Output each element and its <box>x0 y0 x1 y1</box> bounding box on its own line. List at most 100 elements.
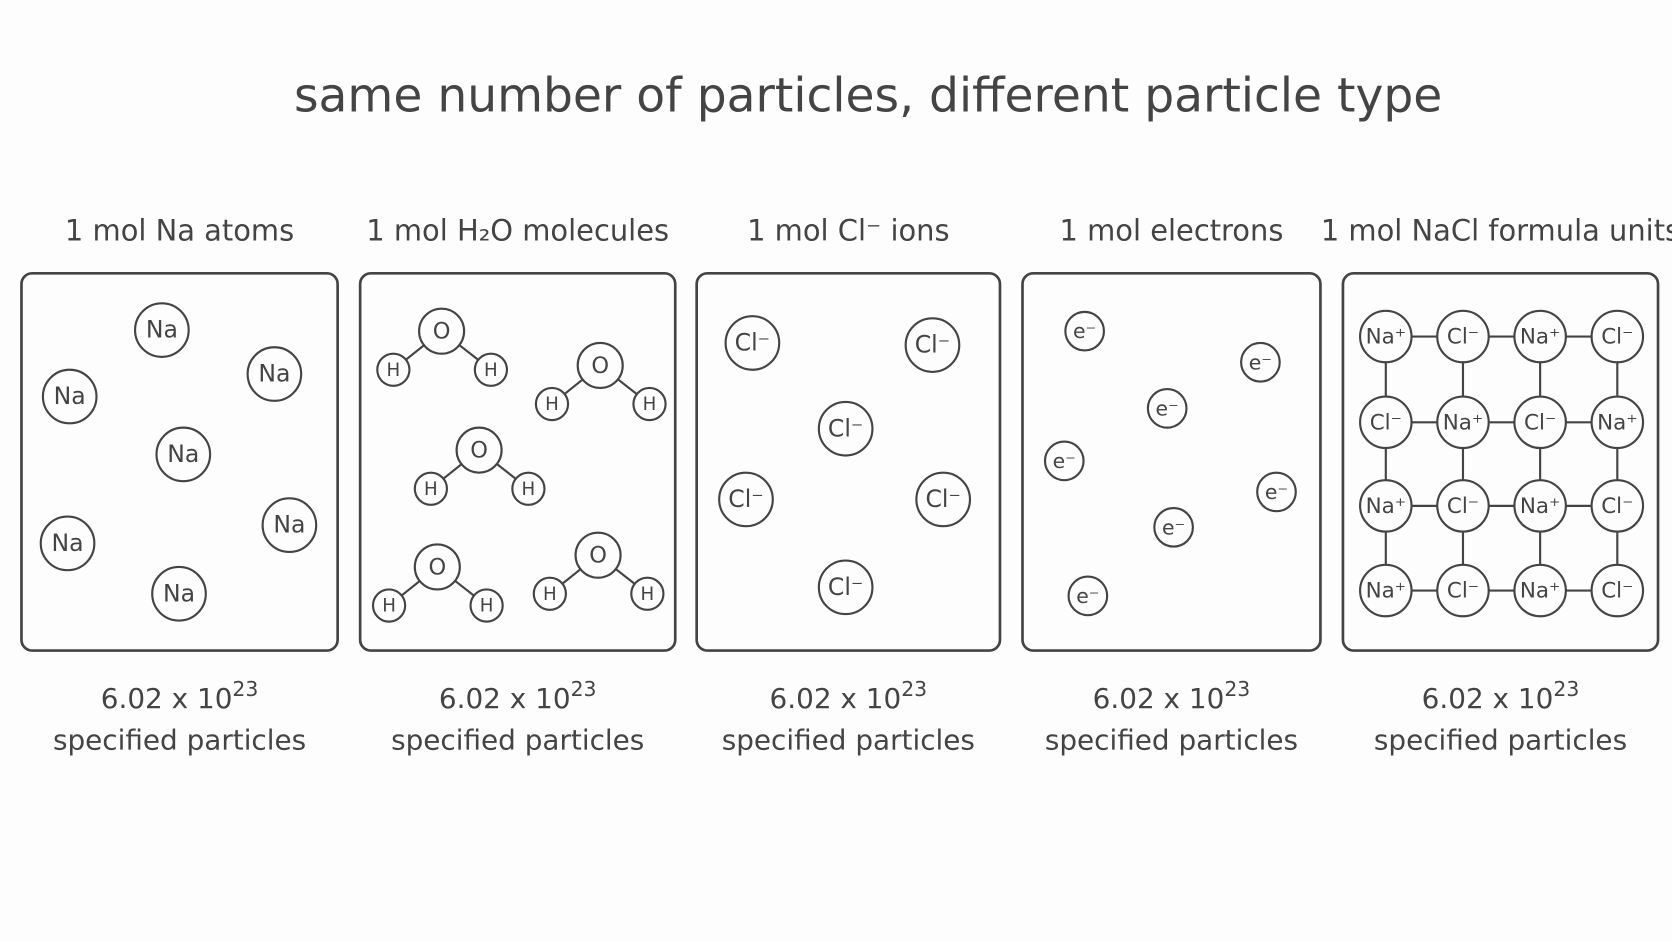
particle-label: Na <box>258 360 290 388</box>
particle <box>1436 479 1490 533</box>
particle <box>376 352 411 387</box>
particle-label: Cl⁻ <box>828 414 863 442</box>
particle-label: e⁻ <box>1053 449 1076 473</box>
particle-label: H <box>545 394 559 415</box>
particle <box>1513 395 1567 450</box>
particle-label: Na <box>167 440 199 468</box>
particle-label: Cl⁻ <box>1601 494 1633 519</box>
particle <box>1590 309 1645 364</box>
particle-label: Na <box>146 316 178 344</box>
particle <box>1590 395 1645 450</box>
particle-label: Na⁺ <box>1597 410 1637 435</box>
particle-label: H <box>522 479 536 500</box>
particle-label: Cl⁻ <box>925 485 960 513</box>
particle-label: Na⁺ <box>1366 494 1406 519</box>
particle <box>371 588 407 623</box>
particle <box>576 341 624 390</box>
particle-label: Na⁺ <box>1366 325 1406 350</box>
particle <box>1359 395 1413 450</box>
particle-label: Na <box>273 511 305 539</box>
particle-label: e⁻ <box>1162 515 1185 539</box>
count-exponent: 23 <box>571 677 597 701</box>
panel-label: 1 mol Cl⁻ ions <box>747 214 950 248</box>
count-base: 6.02 x 10 <box>770 682 902 715</box>
panel-box <box>695 271 1002 652</box>
particle-label: Cl⁻ <box>1601 325 1633 350</box>
caption: specified particles <box>1045 724 1298 757</box>
panel-label: 1 mol H₂O molecules <box>366 214 669 248</box>
particle <box>915 471 972 528</box>
particle <box>1436 563 1490 618</box>
particle-label: H <box>641 584 655 605</box>
particle <box>418 307 466 355</box>
particle-label: e⁻ <box>1265 480 1288 504</box>
panel-box <box>1341 271 1660 652</box>
particle <box>718 471 774 528</box>
particle <box>246 346 303 402</box>
particle <box>1359 479 1413 533</box>
particle-label: H <box>543 584 557 605</box>
particle-label: e⁻ <box>1249 350 1272 374</box>
particle <box>413 543 461 591</box>
particle <box>532 576 567 611</box>
particle <box>632 386 667 422</box>
particle-label: Cl⁻ <box>735 329 770 357</box>
particle-label: Na <box>163 579 195 607</box>
particle-count: 6.02 x 1023 <box>1093 677 1251 715</box>
particle-label: O <box>428 555 446 581</box>
title: same number of particles, different part… <box>294 69 1442 124</box>
particle <box>413 471 449 506</box>
particle <box>1146 387 1188 429</box>
particle-count: 6.02 x 1023 <box>439 677 597 715</box>
particle <box>904 317 961 373</box>
particle-label: Cl⁻ <box>1601 579 1633 604</box>
particle-label: O <box>591 353 609 379</box>
particle <box>817 559 874 616</box>
particle <box>41 368 98 425</box>
particle <box>134 302 190 358</box>
particle <box>630 576 665 611</box>
particle <box>511 471 546 506</box>
particle <box>1153 506 1194 548</box>
particle-label: H <box>424 479 438 500</box>
particle-label: H <box>643 394 657 415</box>
count-exponent: 23 <box>232 677 258 701</box>
particle <box>1436 309 1490 364</box>
particle-count: 6.02 x 1023 <box>1422 677 1580 715</box>
panel-box <box>20 271 339 652</box>
particle <box>534 386 570 422</box>
particle-label: Cl⁻ <box>828 573 863 601</box>
particle-label: Na <box>54 382 86 410</box>
caption: specified particles <box>53 724 306 757</box>
particle <box>473 352 509 387</box>
particle-label: Na⁺ <box>1520 579 1560 604</box>
particle-label: H <box>484 360 498 381</box>
particle <box>151 565 207 622</box>
count-exponent: 23 <box>1553 677 1579 701</box>
particle <box>39 515 96 572</box>
panel-box <box>1021 271 1322 652</box>
particle <box>1240 341 1281 383</box>
panel-label: 1 mol NaCl formula units <box>1321 214 1672 248</box>
particle <box>724 315 781 371</box>
particle-label: Na⁺ <box>1520 325 1560 350</box>
particle <box>1067 575 1109 617</box>
particle <box>261 497 318 554</box>
caption: specified particles <box>391 724 644 757</box>
particle-label: H <box>480 596 494 617</box>
particle-label: Na⁺ <box>1520 494 1560 519</box>
particle-label: Na⁺ <box>1443 410 1483 435</box>
particle-label: e⁻ <box>1076 584 1099 608</box>
particle-label: O <box>470 438 488 464</box>
count-base: 6.02 x 10 <box>1422 682 1554 715</box>
caption: specified particles <box>1374 724 1627 757</box>
count-exponent: 23 <box>901 677 927 701</box>
particle-label: Na⁺ <box>1366 579 1406 604</box>
particle-label: Cl⁻ <box>1370 410 1402 435</box>
particle <box>1513 309 1567 364</box>
particle <box>1359 563 1413 618</box>
particle-label: Na <box>52 529 84 557</box>
particle <box>1590 563 1645 618</box>
particle-label: H <box>387 360 401 381</box>
